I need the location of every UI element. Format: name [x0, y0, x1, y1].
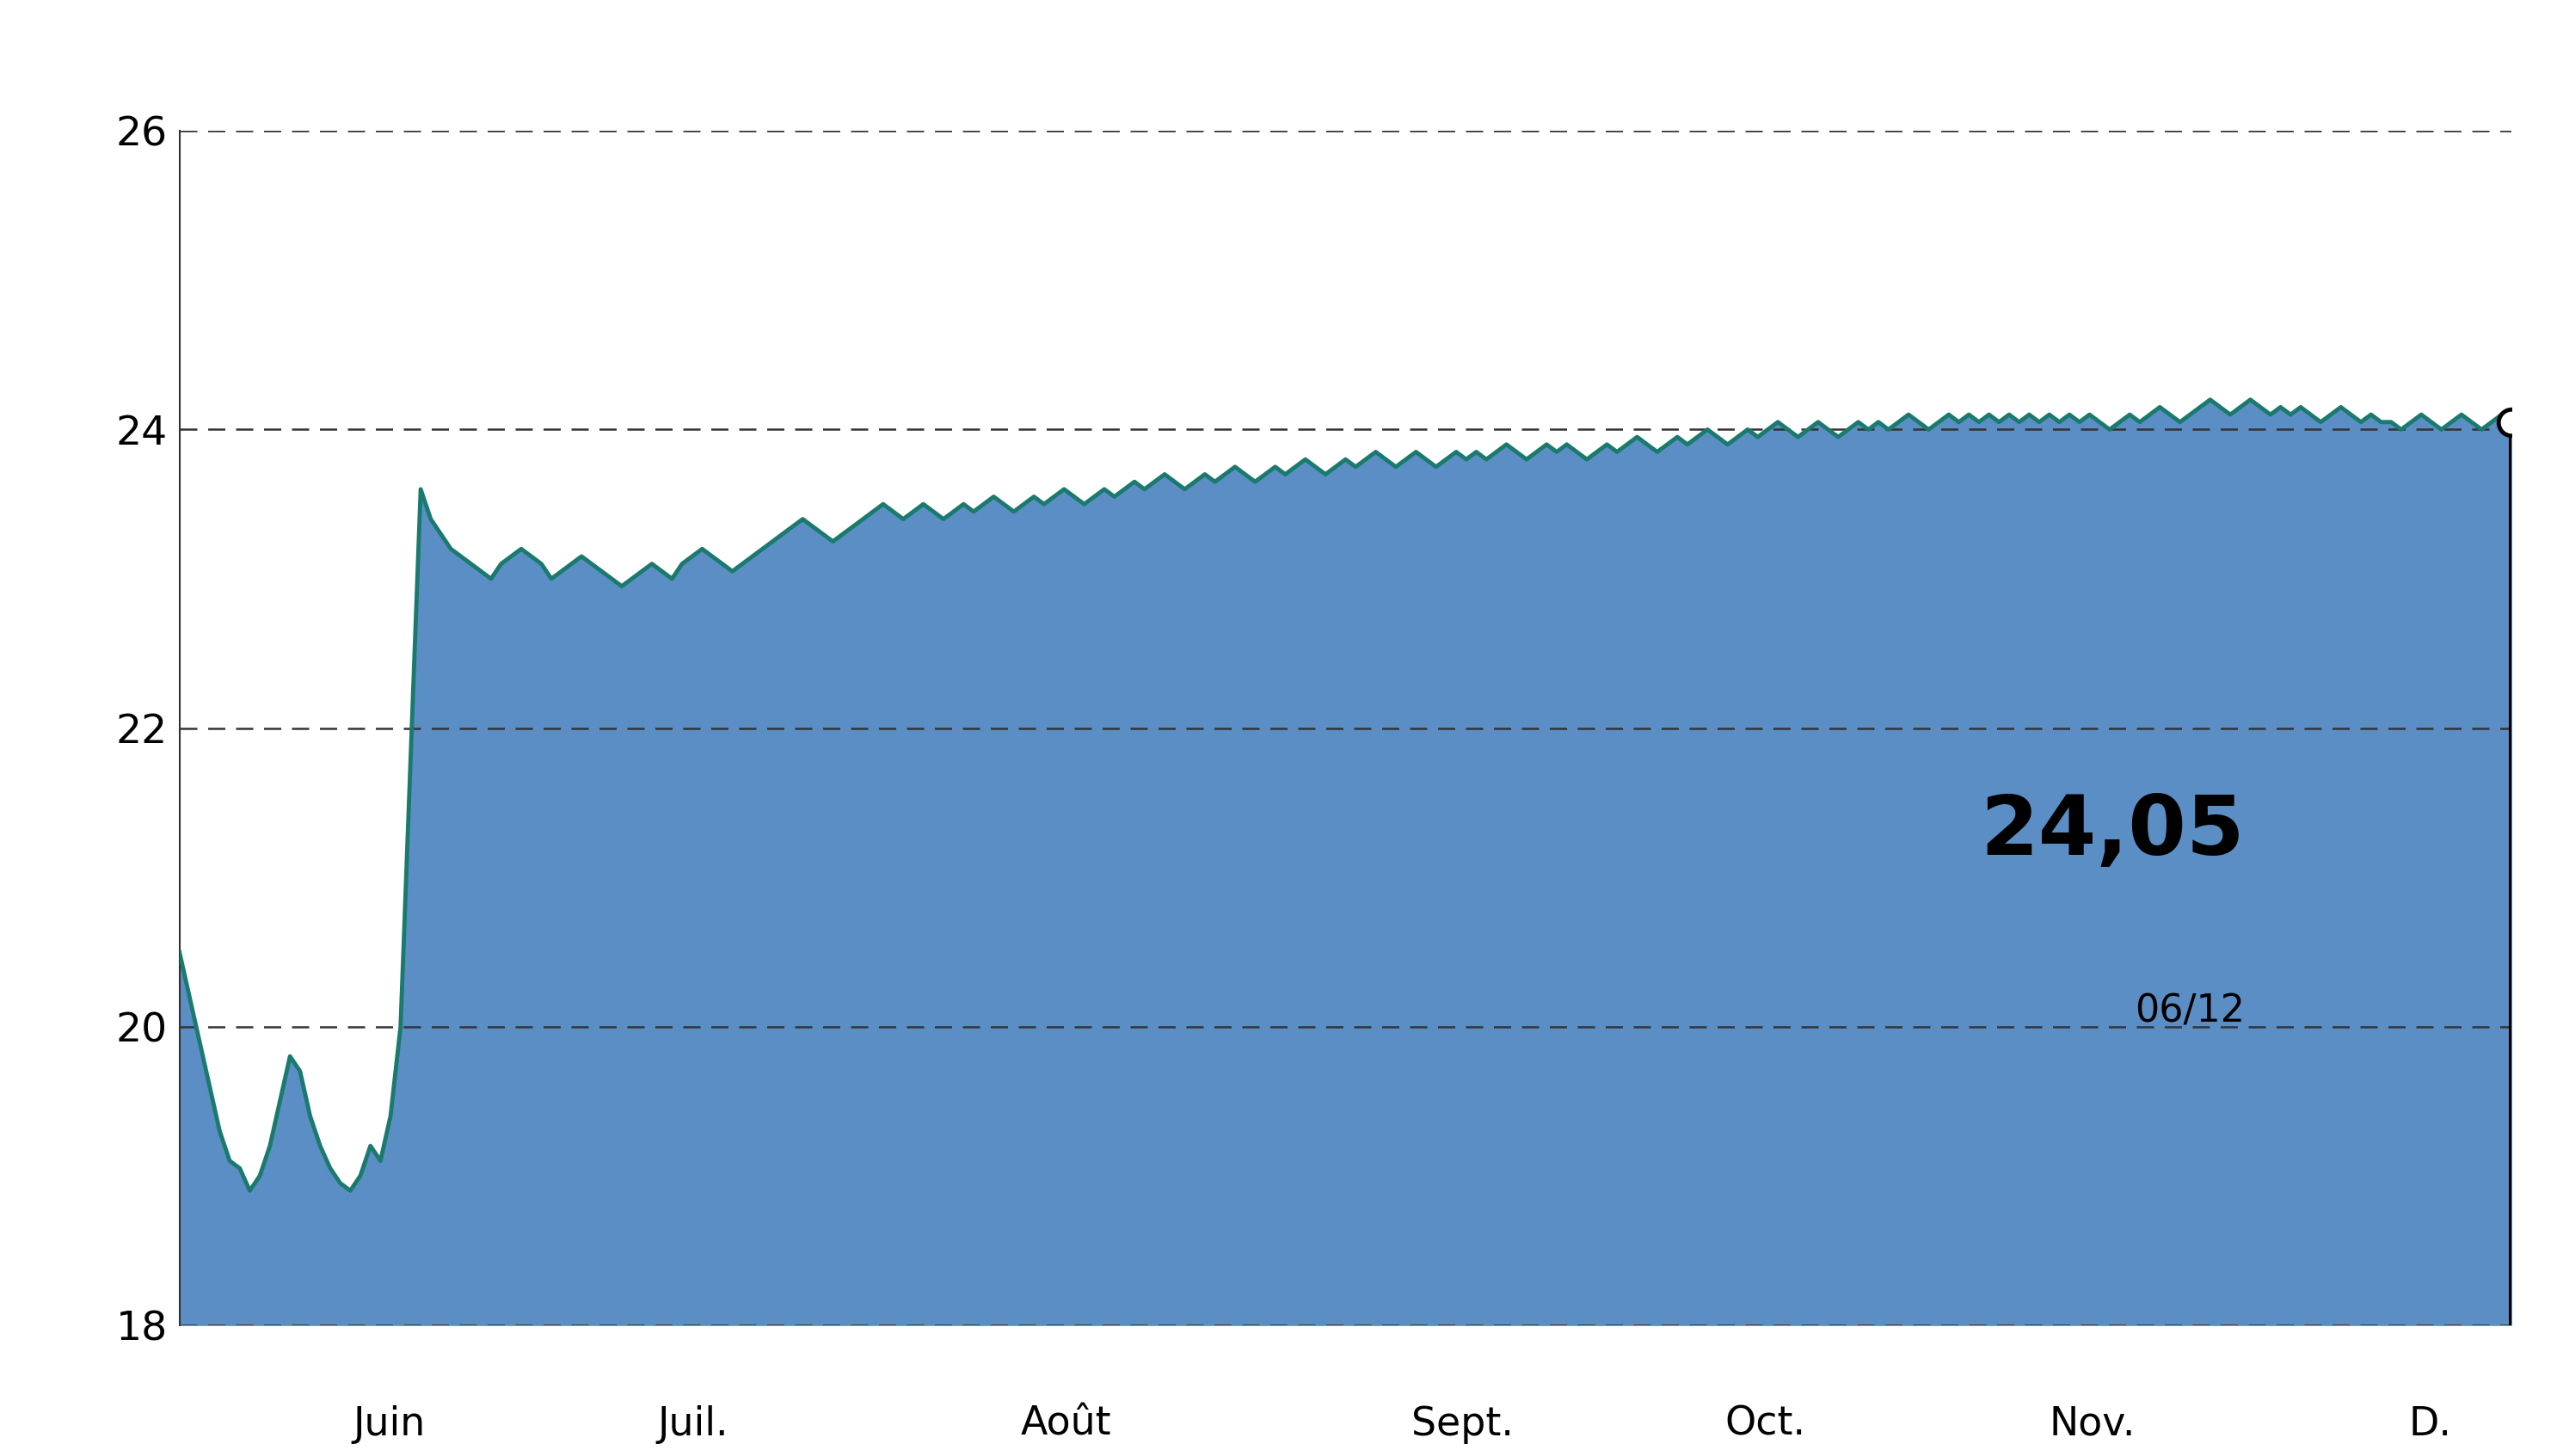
Text: Août: Août — [1020, 1405, 1112, 1444]
Polygon shape — [1617, 415, 1938, 1325]
Polygon shape — [682, 475, 1184, 1325]
Text: 06/12: 06/12 — [2135, 993, 2245, 1029]
Text: Oct.: Oct. — [1725, 1405, 1807, 1444]
Text: Sept.: Sept. — [1412, 1405, 1512, 1444]
Text: EXCLUSIVE NETWORKS: EXCLUSIVE NETWORKS — [728, 6, 1835, 89]
Text: D.: D. — [2409, 1405, 2453, 1444]
Text: Nov.: Nov. — [2048, 1405, 2135, 1444]
Polygon shape — [179, 489, 431, 1325]
Text: 24,05: 24,05 — [1981, 792, 2245, 872]
Text: Juin: Juin — [354, 1405, 425, 1444]
Polygon shape — [2271, 408, 2471, 1325]
Text: Juil.: Juil. — [656, 1405, 728, 1444]
